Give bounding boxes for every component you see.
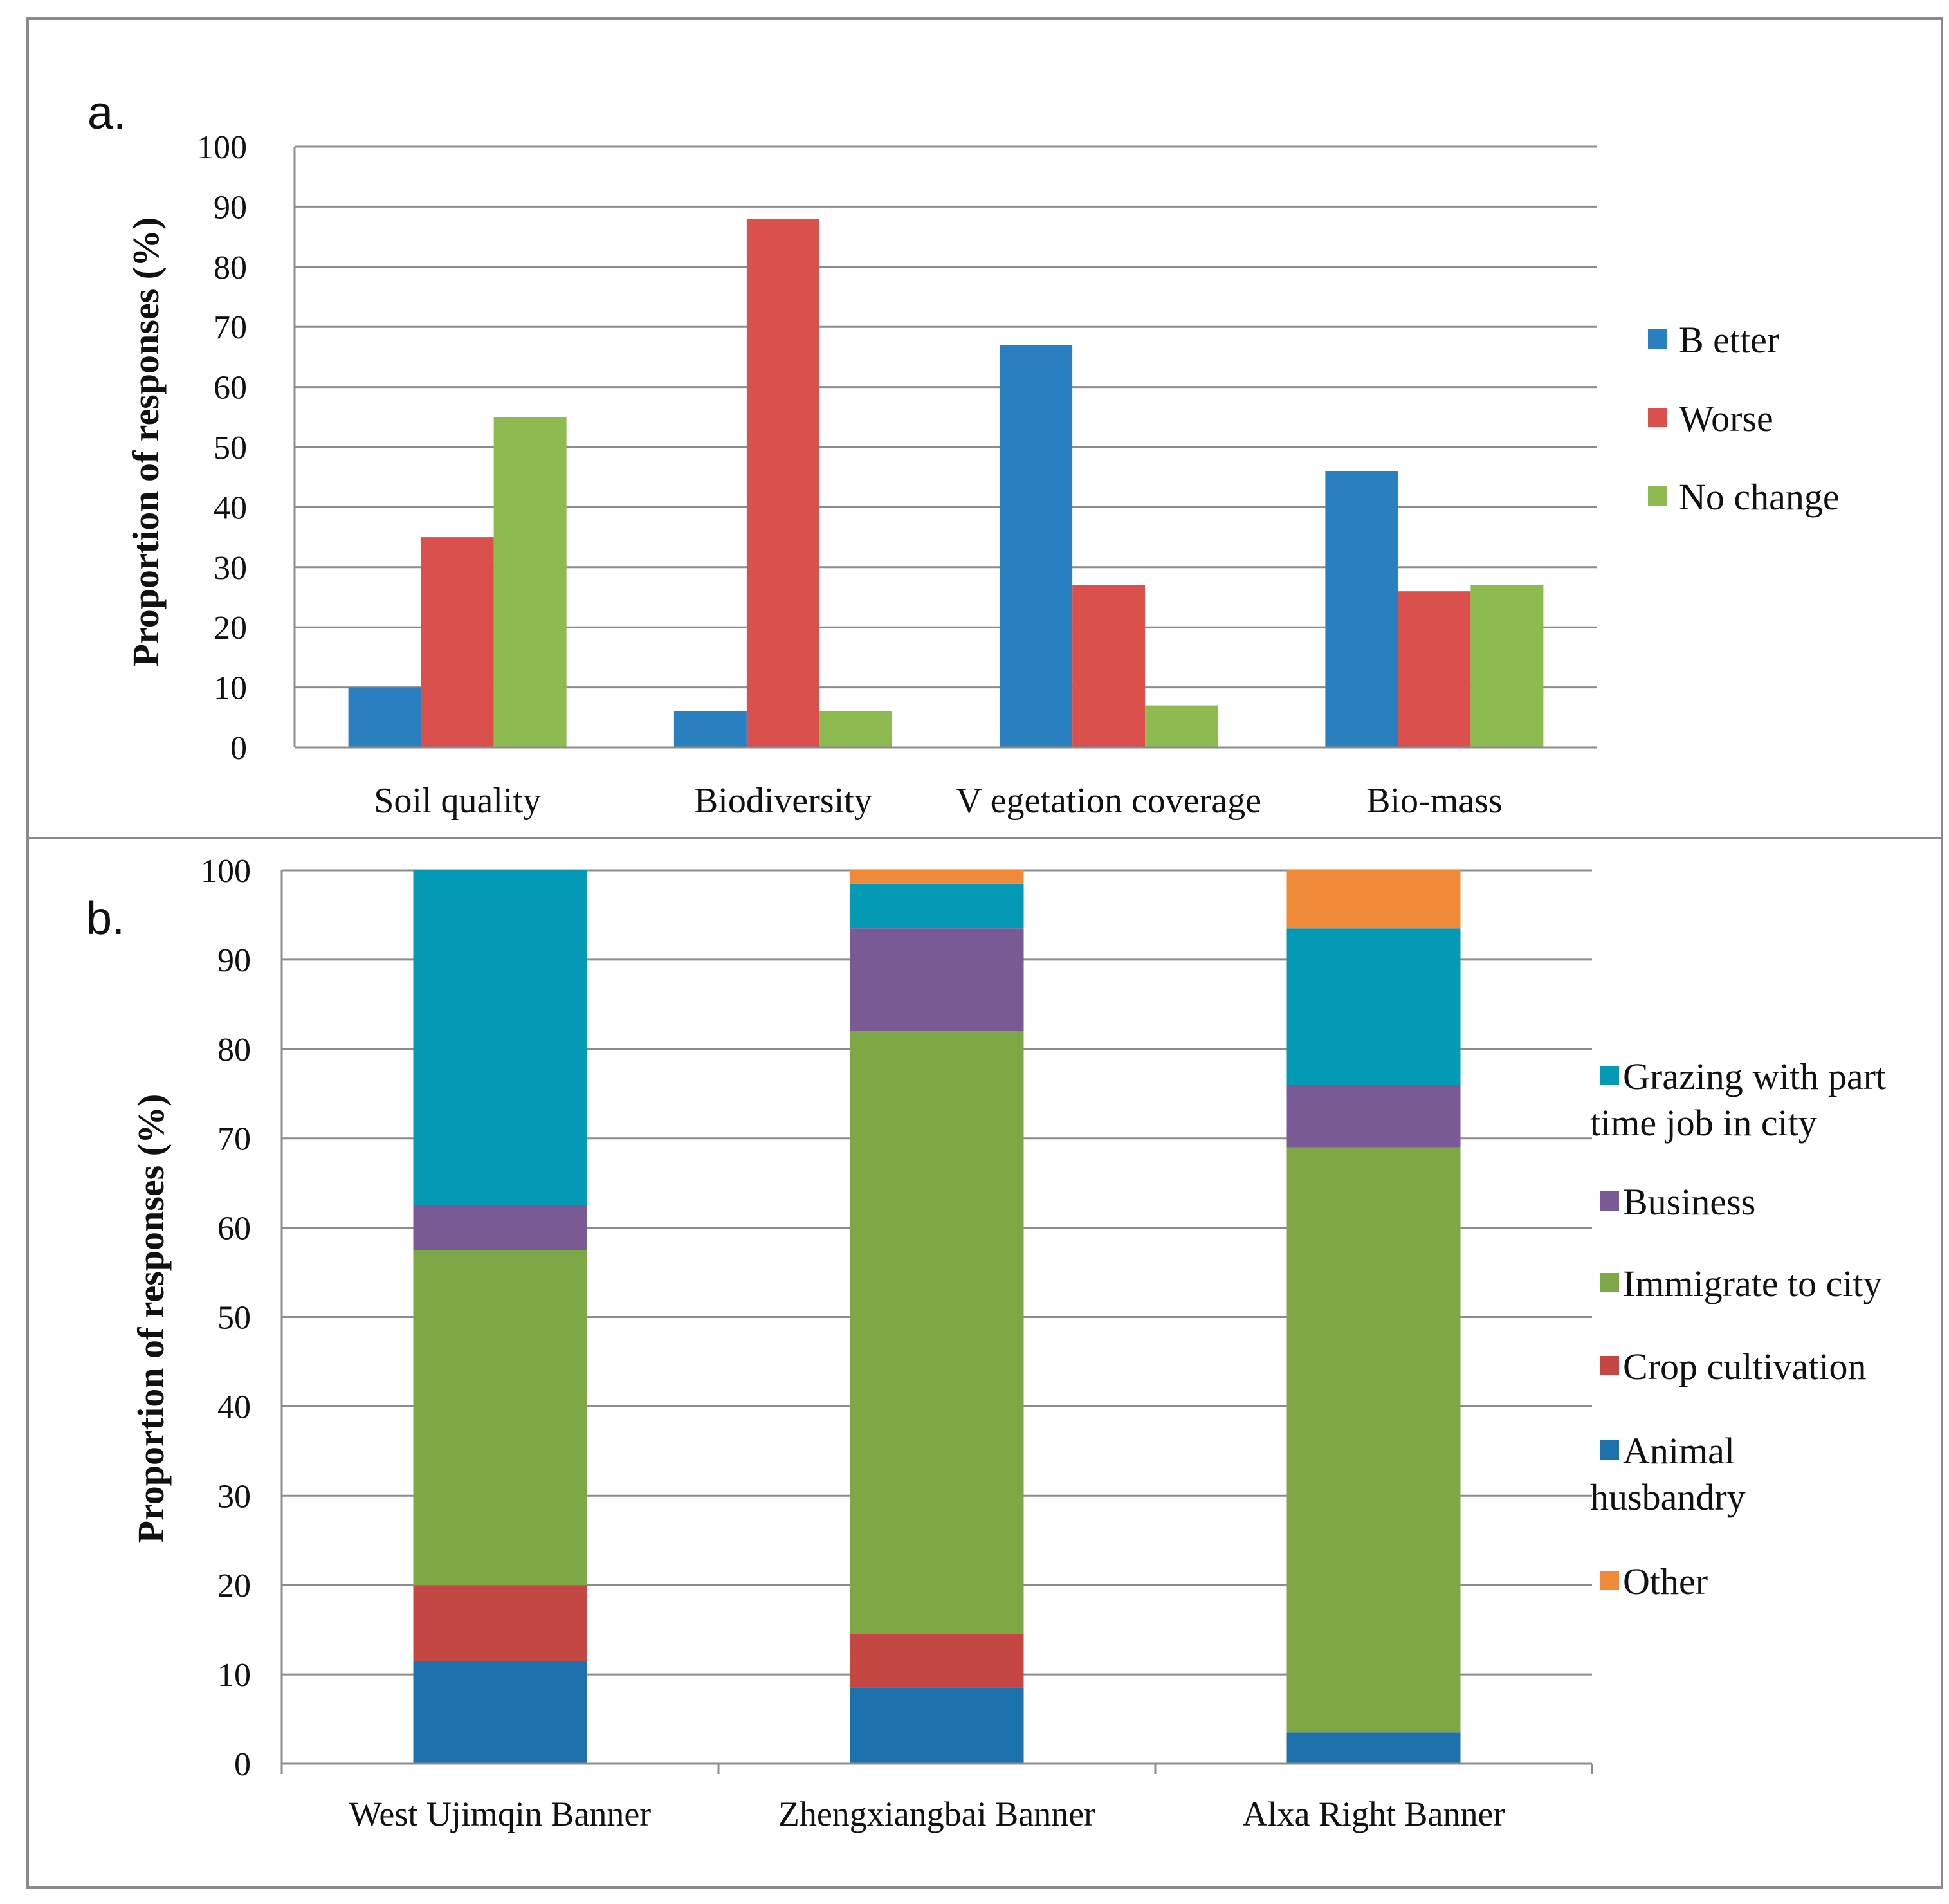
legend-swatch-worse [1648, 408, 1667, 427]
bar-worse-bio-mass [1398, 591, 1471, 747]
panel-b-y-axis-title: Proportion of responses (%) [130, 1094, 172, 1544]
segment-animal-husbandry-zhengxiangbai-banner [850, 1687, 1024, 1764]
legend-swatch-b-etter [1648, 329, 1667, 349]
bar-b-etter-bio-mass [1325, 471, 1398, 747]
panel-b-y-tick-label: 0 [234, 1746, 251, 1783]
segment-grazing-with-part-time-job-in-city-alxa-right-banner [1286, 928, 1461, 1085]
legend-label-other: Other [1623, 1561, 1708, 1602]
panel-a-x-tick-label: Biodiversity [694, 781, 872, 821]
segment-immigrate-to-city-alxa-right-banner [1286, 1147, 1461, 1733]
panel-b-legend: Grazing with part time job in city Busines… [1590, 1056, 1886, 1602]
segment-crop-cultivation-west-ujimqin-banner [413, 1585, 587, 1661]
legend-label-b-etter: B etter [1679, 319, 1779, 361]
panel-b-bars [413, 870, 1461, 1764]
panel-a-y-tick-label: 100 [197, 129, 247, 166]
legend-label-immigrate-to-city: Immigrate to city [1623, 1263, 1882, 1304]
legend-swatch-no-change [1648, 486, 1667, 506]
figure-frame [26, 17, 1943, 1889]
segment-business-west-ujimqin-banner [413, 1205, 587, 1250]
panel-a-y-tick-label: 80 [214, 250, 247, 286]
panel-a-x-tick-labels: Soil quality Biodiversity V egetation cove… [374, 781, 1502, 821]
segment-animal-husbandry-alxa-right-banner [1286, 1732, 1461, 1764]
legend-swatch-animal-husbandry [1600, 1440, 1619, 1460]
segment-other-alxa-right-banner [1286, 870, 1461, 929]
panel-b-x-tick-label: Alxa Right Banner [1243, 1795, 1505, 1833]
bar-no-change-v-egetation-coverage [1145, 705, 1218, 747]
bar-b-etter-soil-quality [348, 687, 421, 747]
panel-b-y-tick-label: 30 [217, 1478, 251, 1515]
legend-swatch-crop-cultivation [1600, 1356, 1619, 1375]
panel-b-chart: b. Proportion of responses (%) 0 10 20 30 40… [86, 853, 1886, 1833]
panel-a-x-tick-label: Bio-mass [1366, 781, 1503, 821]
panel-a-y-tick-label: 90 [214, 189, 247, 226]
panel-a-y-tick-labels: 0 10 20 30 40 50 60 70 80 90 100 [197, 129, 247, 767]
bar-worse-v-egetation-coverage [1072, 585, 1146, 747]
segment-crop-cultivation-zhengxiangbai-banner [850, 1634, 1024, 1688]
panel-a-legend: B etter Worse No change [1648, 319, 1840, 518]
panel-a-chart: a. Proportion of responses (%) 0 10 20 30 40… [87, 87, 1840, 821]
panel-a-x-tick-label: V egetation coverage [956, 781, 1261, 821]
segment-animal-husbandry-west-ujimqin-banner [413, 1661, 587, 1764]
panel-b-y-tick-label: 40 [217, 1389, 251, 1425]
panel-a-y-tick-label: 0 [230, 730, 247, 767]
legend-label-crop-cultivation: Crop cultivation [1623, 1346, 1867, 1387]
panel-a-y-tick-label: 10 [214, 670, 247, 707]
panel-a-y-axis-title: Proportion of responses (%) [125, 217, 167, 667]
panel-a-y-tick-label: 70 [214, 309, 247, 346]
segment-immigrate-to-city-zhengxiangbai-banner [850, 1031, 1024, 1634]
legend-label-business: Business [1623, 1181, 1755, 1223]
legend-swatch-other [1600, 1571, 1619, 1590]
panel-a-y-tick-label: 30 [214, 550, 247, 587]
legend-swatch-grazing-with-part-time-job-in-city [1600, 1066, 1619, 1085]
segment-business-alxa-right-banner [1286, 1085, 1461, 1148]
legend-swatch-business [1600, 1191, 1619, 1211]
bar-no-change-bio-mass [1470, 585, 1544, 747]
panel-a-x-tick-label: Soil quality [374, 781, 541, 821]
bar-b-etter-v-egetation-coverage [1000, 345, 1073, 747]
bar-b-etter-biodiversity [673, 711, 747, 747]
panel-a-bars [348, 219, 1544, 748]
segment-immigrate-to-city-west-ujimqin-banner [413, 1250, 587, 1586]
bar-no-change-biodiversity [819, 711, 892, 747]
legend-label-worse: Worse [1679, 398, 1773, 439]
panel-b-y-tick-label: 100 [201, 853, 251, 890]
panel-b-label: b. [86, 893, 125, 944]
segment-grazing-with-part-time-job-in-city-west-ujimqin-banner [413, 870, 587, 1205]
panel-b-y-tick-label: 50 [217, 1300, 251, 1337]
panel-b-y-tick-label: 90 [217, 942, 251, 979]
segment-other-zhengxiangbai-banner [850, 870, 1024, 884]
bar-worse-soil-quality [421, 537, 494, 747]
bar-worse-biodiversity [746, 219, 819, 748]
panel-a-y-tick-label: 60 [214, 370, 247, 407]
panel-b-y-tick-label: 60 [217, 1211, 251, 1247]
panel-a-label: a. [87, 87, 126, 139]
panel-b-y-tick-labels: 0 10 20 30 40 50 60 70 80 90 100 [201, 853, 251, 1783]
segment-business-zhengxiangbai-banner [850, 928, 1024, 1032]
panel-b-y-tick-label: 10 [217, 1657, 251, 1694]
panel-b-y-tick-label: 80 [217, 1032, 251, 1068]
panel-b-x-tick-label: Zhengxiangbai Banner [778, 1795, 1095, 1833]
panel-a-y-tick-label: 50 [214, 430, 247, 466]
panel-a-y-tick-label: 20 [214, 610, 247, 646]
panel-a-axes [293, 147, 1597, 749]
legend-label-no-change: No change [1679, 476, 1840, 518]
panel-a-y-tick-label: 40 [214, 490, 247, 526]
panel-b-x-tick-labels: West Ujimqin Banner Zhengxiangbai Banner A… [349, 1795, 1505, 1833]
panel-b-y-tick-label: 70 [217, 1121, 251, 1158]
panel-b-axes [280, 870, 1593, 1774]
legend-label-animal-husbandry: Animal husbandry [1590, 1430, 1746, 1518]
panel-b-x-tick-label: West Ujimqin Banner [349, 1795, 652, 1833]
segment-grazing-with-part-time-job-in-city-zhengxiangbai-banner [850, 883, 1024, 929]
bar-no-change-soil-quality [493, 417, 567, 747]
legend-swatch-immigrate-to-city [1600, 1273, 1619, 1292]
panel-b-y-tick-label: 20 [217, 1568, 251, 1604]
legend-label-grazing-with-part-time-job-in-city: Grazing with part time job in city [1590, 1056, 1886, 1144]
